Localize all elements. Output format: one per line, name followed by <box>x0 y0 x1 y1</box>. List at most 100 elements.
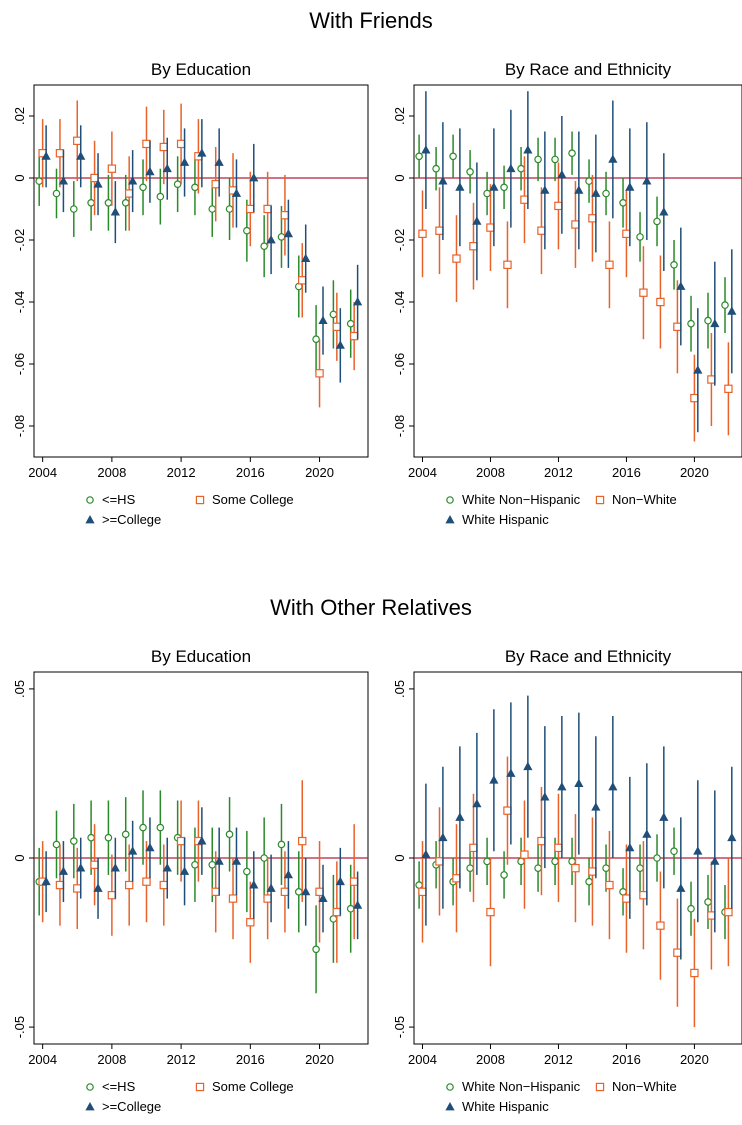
data-point-triangle <box>438 832 448 842</box>
data-point-triangle <box>197 836 207 845</box>
panel-0-1: By Race and Ethnicity .02 0 -.02 -.04 -.06 -.0… <box>392 60 742 527</box>
data-point-triangle <box>676 883 686 892</box>
y-tick-label: 0 <box>392 854 407 861</box>
data-point-square <box>246 204 255 214</box>
data-point-triangle <box>455 812 465 821</box>
data-point-triangle <box>301 886 311 896</box>
data-point-circle <box>139 183 147 192</box>
data-point-circle <box>466 864 474 872</box>
data-point-circle <box>466 168 474 176</box>
data-point-square <box>228 894 238 903</box>
series-0 <box>35 156 355 374</box>
data-point-square <box>298 276 307 285</box>
data-point-circle <box>687 319 695 328</box>
y-tick-label: -.05 <box>12 1016 27 1038</box>
data-point-triangle <box>76 863 86 872</box>
y-tick-label: 0 <box>392 174 407 181</box>
legend-marker-square <box>195 495 205 505</box>
data-point-square <box>55 880 65 890</box>
data-point-triangle <box>455 182 465 191</box>
x-tick-label: 2020 <box>680 1052 709 1067</box>
data-point-square <box>520 850 529 859</box>
legend: White Non−Hispanic Non−White White Hispani… <box>445 492 677 527</box>
data-point-circle <box>449 152 457 161</box>
data-point-circle <box>483 857 491 866</box>
x-tick-label: 2012 <box>544 1052 573 1067</box>
data-point-circle <box>534 155 542 164</box>
panels-layer: By Education .02 0 -.02 -.04 -.06 -.08 2004 2008… <box>12 60 742 1114</box>
series-2 <box>41 119 363 383</box>
data-point-square <box>332 907 342 917</box>
y-tick-label: -.08 <box>12 415 27 437</box>
data-point-triangle <box>574 778 584 787</box>
data-point-square <box>107 164 117 173</box>
data-point-circle <box>653 854 661 862</box>
legend-marker-square <box>595 1082 605 1092</box>
data-point-circle <box>104 833 113 842</box>
data-point-circle <box>191 183 199 192</box>
data-point-square <box>554 843 563 853</box>
data-point-triangle <box>489 775 499 784</box>
data-point-square <box>211 887 220 897</box>
data-point-square <box>124 880 134 890</box>
data-point-square <box>588 867 597 876</box>
data-point-square <box>656 297 665 307</box>
data-point-circle <box>415 152 423 161</box>
data-point-circle <box>121 199 130 207</box>
data-point-square <box>503 806 512 815</box>
y-tick-label: -.04 <box>392 291 407 313</box>
x-tick-label: 2004 <box>408 465 437 480</box>
data-point-square <box>315 887 324 897</box>
data-point-triangle <box>249 173 259 182</box>
data-point-circle <box>432 164 440 173</box>
series-0 <box>35 790 355 994</box>
data-point-triangle <box>659 812 669 821</box>
data-point-square <box>520 195 529 204</box>
data-point-circle <box>500 183 508 192</box>
data-point-square <box>159 142 168 152</box>
plot-area <box>414 91 742 442</box>
plot-area <box>34 780 368 994</box>
data-point-square <box>73 884 82 893</box>
data-point-square <box>724 907 733 917</box>
panel-title: By Race and Ethnicity <box>505 647 672 666</box>
x-tick-label: 2020 <box>305 465 334 480</box>
y-tick-label: -.06 <box>392 353 407 375</box>
y-tick-label: -.05 <box>392 1016 407 1038</box>
data-point-square <box>452 874 461 883</box>
data-point-square <box>656 921 665 930</box>
data-point-triangle <box>110 863 120 872</box>
data-point-triangle <box>557 169 567 179</box>
data-point-square <box>90 173 99 183</box>
legend-marker-circle <box>86 1083 94 1091</box>
data-point-circle <box>260 242 268 251</box>
data-point-triangle <box>625 182 635 191</box>
data-point-circle <box>70 205 78 213</box>
data-point-square <box>107 890 117 900</box>
series-1 <box>418 756 733 1028</box>
data-point-triangle <box>472 216 482 225</box>
legend-label: White Non−Hispanic <box>462 1079 581 1094</box>
data-point-triangle <box>179 157 190 166</box>
data-point-triangle <box>301 253 311 262</box>
data-point-circle <box>551 155 559 164</box>
plot-area <box>414 695 742 1028</box>
data-point-square <box>724 384 733 394</box>
data-point-triangle <box>335 340 345 349</box>
series-2 <box>41 807 363 940</box>
panel-title: By Education <box>151 647 251 666</box>
x-tick-label: 2016 <box>612 1052 641 1067</box>
data-point-triangle <box>472 798 482 808</box>
data-point-triangle <box>93 883 103 892</box>
legend-label: White Hispanic <box>462 1099 549 1114</box>
legend-marker-square <box>595 495 605 505</box>
data-point-triangle <box>41 876 51 886</box>
data-point-triangle <box>145 166 155 176</box>
data-point-circle <box>551 857 559 866</box>
data-point-circle <box>35 177 43 185</box>
data-point-triangle <box>266 235 276 244</box>
data-point-circle <box>653 217 661 226</box>
data-point-square <box>537 836 546 846</box>
